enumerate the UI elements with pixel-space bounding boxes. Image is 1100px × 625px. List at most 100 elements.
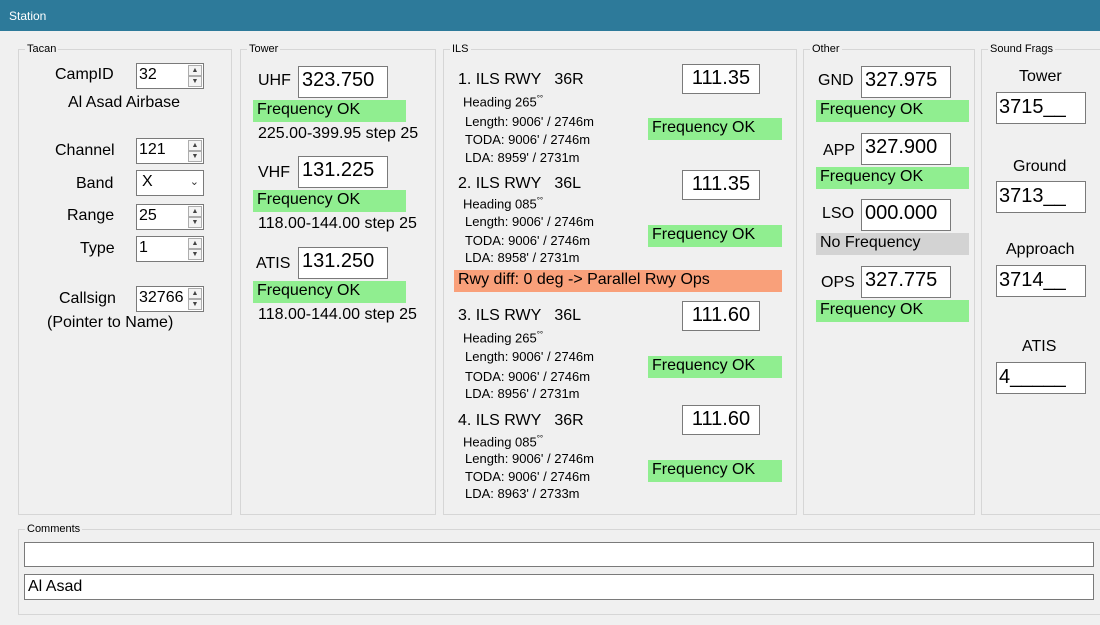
ils-item-heading: Heading 085°° [463, 196, 544, 212]
sf-approach-label: Approach [1006, 241, 1075, 258]
ils-freq-input[interactable]: 111.35 [682, 64, 760, 94]
ils-status: Frequency OK [648, 118, 782, 140]
tower-group-label: Tower [247, 43, 281, 55]
tacan-group: Tacan [18, 43, 232, 515]
spin-down-icon[interactable]: ▼ [188, 299, 202, 310]
type-spinner[interactable]: 1 ▲ ▼ [136, 236, 204, 262]
sf-atis-input[interactable]: 4_____ [996, 362, 1086, 394]
sound-frags-group-label: Sound Frags [988, 43, 1055, 55]
callsign-label: Callsign [59, 290, 116, 307]
ils-item-heading: Heading 085°° [463, 434, 544, 450]
ils-item-toda: TODA: 9006' / 2746m [465, 132, 591, 147]
ils-status: Frequency OK [648, 225, 782, 247]
band-value: X [142, 173, 153, 190]
other-group: Other [803, 43, 975, 515]
window-titlebar: Station [0, 0, 1100, 31]
ils-item-lda: LDA: 8963' / 2733m [465, 486, 580, 501]
ops-freq-input[interactable]: 327.775 [861, 266, 951, 298]
ils-item-title: 4. ILS RWY 36R [458, 412, 584, 429]
channel-label: Channel [55, 142, 115, 159]
sf-ground-label: Ground [1013, 158, 1067, 175]
range-spinner[interactable]: 25 ▲ ▼ [136, 204, 204, 230]
app-status: Frequency OK [816, 167, 969, 189]
tower-group: Tower [240, 43, 436, 515]
spin-up-icon[interactable]: ▲ [188, 238, 202, 249]
campid-value: 32 [139, 66, 157, 83]
uhf-range: 225.00-399.95 step 25 [258, 125, 419, 142]
vhf-freq-input[interactable]: 131.225 [298, 156, 388, 188]
ils-item-lda: LDA: 8959' / 2731m [465, 150, 580, 165]
comment-line-1[interactable] [24, 542, 1094, 567]
comments-group: Comments [18, 523, 1100, 615]
atis-freq-input[interactable]: 131.250 [298, 247, 388, 279]
spin-down-icon[interactable]: ▼ [188, 249, 202, 260]
ils-freq-input[interactable]: 111.35 [682, 170, 760, 200]
ils-item-length: Length: 9006' / 2746m [465, 451, 594, 466]
ils-freq-input[interactable]: 111.60 [682, 405, 760, 435]
band-select[interactable]: X ⌄ [136, 170, 204, 196]
band-label: Band [76, 175, 114, 192]
gnd-status: Frequency OK [816, 100, 969, 122]
spin-up-icon[interactable]: ▲ [188, 65, 202, 76]
ops-label: OPS [821, 274, 855, 291]
lso-freq-input[interactable]: 000.000 [861, 199, 951, 231]
spin-down-icon[interactable]: ▼ [188, 76, 202, 87]
ils-group-label: ILS [450, 43, 471, 55]
spin-up-icon[interactable]: ▲ [188, 288, 202, 299]
sf-tower-input[interactable]: 3715__ [996, 92, 1086, 124]
atis-range: 118.00-144.00 step 25 [258, 306, 417, 323]
type-label: Type [80, 240, 115, 257]
vhf-label: VHF [258, 164, 290, 181]
tacan-group-label: Tacan [25, 43, 59, 55]
other-group-label: Other [810, 43, 842, 55]
lso-status: No Frequency [816, 233, 969, 255]
app-freq-input[interactable]: 327.900 [861, 133, 951, 165]
atis-status: Frequency OK [253, 281, 406, 303]
ils-item-length: Length: 9006' / 2746m [465, 114, 594, 129]
sf-tower-label: Tower [1019, 68, 1062, 85]
ils-item-title: 3. ILS RWY 36L [458, 307, 582, 324]
rwy-diff-status: Rwy diff: 0 deg -> Parallel Rwy Ops [454, 270, 782, 292]
spin-down-icon[interactable]: ▼ [188, 217, 202, 228]
channel-value: 121 [139, 141, 166, 158]
comment-line-2[interactable]: Al Asad [24, 574, 1094, 600]
chevron-down-icon: ⌄ [189, 176, 199, 188]
gnd-freq-input[interactable]: 327.975 [861, 66, 951, 98]
ils-item-lda: LDA: 8956' / 2731m [465, 386, 580, 401]
window-title: Station [9, 9, 47, 23]
comments-group-label: Comments [25, 523, 83, 535]
uhf-label: UHF [258, 72, 291, 89]
ils-status: Frequency OK [648, 460, 782, 482]
gnd-label: GND [818, 72, 854, 89]
range-value: 25 [139, 207, 157, 224]
ils-status: Frequency OK [648, 356, 782, 378]
vhf-status: Frequency OK [253, 190, 406, 212]
range-label: Range [67, 207, 115, 224]
sf-ground-input[interactable]: 3713__ [996, 181, 1086, 213]
atis-label: ATIS [256, 255, 291, 272]
campid-label: CampID [55, 66, 114, 83]
ops-status: Frequency OK [816, 300, 969, 322]
callsign-note: (Pointer to Name) [47, 314, 174, 331]
callsign-spinner[interactable]: 32766 ▲ ▼ [136, 286, 204, 312]
ils-item-heading: Heading 265°° [463, 94, 544, 110]
spin-down-icon[interactable]: ▼ [188, 151, 202, 162]
uhf-status: Frequency OK [253, 100, 406, 122]
spin-up-icon[interactable]: ▲ [188, 140, 202, 151]
uhf-freq-input[interactable]: 323.750 [298, 66, 388, 98]
callsign-value: 32766 [139, 289, 184, 306]
airbase-name: Al Asad Airbase [68, 94, 181, 111]
channel-spinner[interactable]: 121 ▲ ▼ [136, 138, 204, 164]
ils-item-toda: TODA: 9006' / 2746m [465, 469, 591, 484]
app-label: APP [823, 142, 856, 159]
ils-item-toda: TODA: 9006' / 2746m [465, 233, 591, 248]
ils-item-heading: Heading 265°° [463, 330, 544, 346]
spin-up-icon[interactable]: ▲ [188, 206, 202, 217]
sf-approach-input[interactable]: 3714__ [996, 265, 1086, 297]
campid-spinner[interactable]: 32 ▲ ▼ [136, 63, 204, 89]
ils-item-toda: TODA: 9006' / 2746m [465, 369, 591, 384]
ils-group: ILS [443, 43, 797, 515]
ils-item-lda: LDA: 8958' / 2731m [465, 250, 580, 265]
sf-atis-label: ATIS [1022, 338, 1057, 355]
ils-freq-input[interactable]: 111.60 [682, 301, 760, 331]
